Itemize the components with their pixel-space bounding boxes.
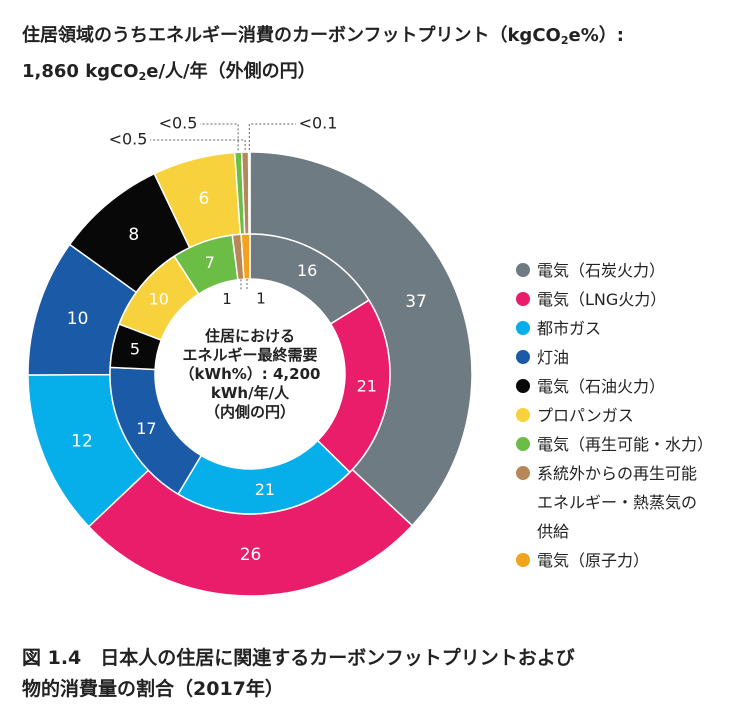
legend-item-renewable: 電気（再生可能・水力） — [516, 430, 746, 459]
outer-label-city_gas: 12 — [71, 431, 93, 451]
inner-label-nuclear: 1 — [256, 290, 266, 308]
outer-label-lng: 26 — [240, 545, 262, 565]
legend-swatch-lng — [516, 292, 530, 306]
legend-swatch-renewable — [516, 437, 530, 451]
inner-label-renewable: 7 — [205, 253, 215, 272]
inner-label-oil: 5 — [130, 339, 140, 358]
outer-slice-nuclear — [247, 151, 251, 235]
legend-swatch-oil — [516, 379, 530, 393]
leader-lines — [150, 123, 296, 290]
inner-label-kerosene: 17 — [136, 419, 156, 438]
legend-item-nuclear: 電気（原子力） — [516, 546, 746, 575]
legend-label-propane: プロパンガス — [537, 406, 634, 425]
center-label-line-5: （内側の円） — [205, 403, 295, 421]
legend-label-lng: 電気（LNG火力） — [537, 290, 667, 309]
title-line-2: 1,860 kgCO2e/人/年（外側の円） — [22, 61, 316, 83]
legend-item-kerosene: 灯油 — [516, 343, 746, 372]
outer-label-nuclear: <0.1 — [299, 114, 338, 133]
center-label: 住居におけるエネルギー最終需要（kWh%）: 4,200 kWh/年/人（内側の円… — [180, 327, 321, 421]
title-line-1: 住居領域のうちエネルギー消費のカーボンフットプリント（kgCO2e%）: — [22, 25, 624, 47]
legend-item-offgrid: 系統外からの再生可能 エネルギー・熱蒸気の 供給 — [516, 459, 746, 546]
legend-item-propane: プロパンガス — [516, 401, 746, 430]
legend-label-renewable: 電気（再生可能・水力） — [537, 435, 714, 454]
center-label-line-1: 住居における — [205, 327, 295, 345]
inner-label-propane: 10 — [149, 289, 169, 308]
outer-ring — [27, 151, 473, 597]
center-label-line-4: kWh/年/人 — [211, 384, 290, 402]
outer-label-oil: 8 — [128, 225, 139, 245]
figure-caption: 図 1.4 日本人の住居に関連するカーボンフットプリントおよび 物的消費量の割合… — [22, 647, 575, 700]
inner-label-city_gas: 21 — [255, 480, 275, 499]
outer-label-propane: 6 — [199, 189, 210, 209]
legend-swatch-city_gas — [516, 321, 530, 335]
legend-swatch-offgrid — [516, 466, 530, 480]
center-label-line-2: エネルギー最終需要 — [182, 346, 317, 364]
center-label-line-3: （kWh%）: 4,200 — [180, 365, 321, 383]
legend-item-city_gas: 都市ガス — [516, 314, 746, 343]
legend-label-city_gas: 都市ガス — [537, 319, 602, 338]
inner-label-offgrid: 1 — [222, 290, 232, 308]
legend-swatch-nuclear — [516, 553, 530, 567]
legend-label-offgrid: 系統外からの再生可能 エネルギー・熱蒸気の 供給 — [537, 464, 698, 541]
legend-swatch-kerosene — [516, 350, 530, 364]
legend-label-kerosene: 灯油 — [537, 348, 570, 367]
outer-label-kerosene: 10 — [67, 309, 89, 329]
legend-item-oil: 電気（石油火力） — [516, 372, 746, 401]
inner-label-lng: 21 — [357, 377, 377, 396]
inner-ring — [109, 233, 391, 515]
inner-label-coal: 16 — [297, 261, 317, 280]
outer-leader-offgrid — [150, 139, 246, 151]
legend: 電気（石炭火力） 電気（LNG火力） 都市ガス 灯油 電気（石油火力） プロパンガス 電気（… — [516, 256, 746, 575]
chart-title: 住居領域のうちエネルギー消費のカーボンフットプリント（kgCO2e%）: 1,8… — [22, 20, 722, 92]
outer-label-coal: 37 — [405, 292, 427, 312]
legend-item-lng: 電気（LNG火力） — [516, 285, 746, 314]
outer-label-offgrid: <0.5 — [109, 130, 148, 149]
legend-label-coal: 電気（石炭火力） — [537, 261, 666, 280]
legend-swatch-coal — [516, 263, 530, 277]
legend-label-oil: 電気（石油火力） — [537, 377, 666, 396]
outer-leader-nuclear — [248, 123, 296, 151]
legend-label-nuclear: 電気（原子力） — [537, 551, 650, 570]
legend-swatch-propane — [516, 408, 530, 422]
outer-leader-renewable — [200, 123, 239, 151]
outer-label-renewable: <0.5 — [159, 114, 198, 133]
inner-slice-nuclear — [240, 233, 251, 280]
legend-item-coal: 電気（石炭火力） — [516, 256, 746, 285]
